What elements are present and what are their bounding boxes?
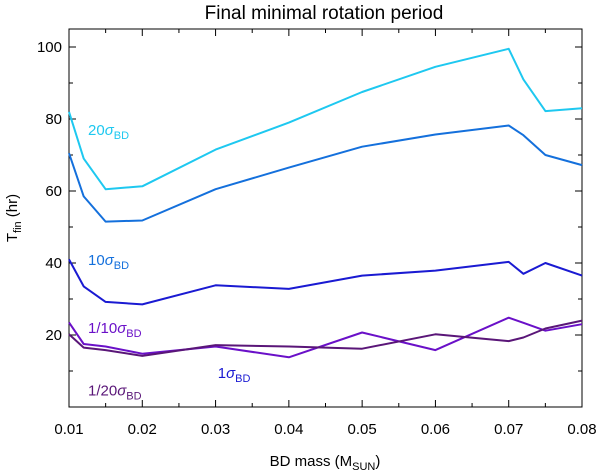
x-tick-label: 0.02 [128, 421, 157, 438]
x-tick-label: 0.05 [348, 421, 377, 438]
series-label-3: 1/10σBD [88, 320, 142, 340]
series-label-sigma: σ [117, 320, 127, 337]
series-label-sigma: σ [117, 382, 127, 399]
series-label-sub: BD [235, 373, 250, 385]
series-label-sigma: σ [105, 122, 115, 139]
x-axis-label-end: ) [375, 453, 380, 470]
y-axis-label-main: T [4, 233, 21, 242]
chart-title: Final minimal rotation period [205, 3, 444, 24]
x-tick-label: 0.08 [567, 421, 596, 438]
x-axis-label: BD mass (MSUN) [270, 453, 381, 472]
y-axis: 20 40 60 80 100 [37, 39, 582, 372]
y-tick-label: 40 [45, 255, 62, 272]
series-label-sigma: σ [226, 365, 236, 382]
y-axis-label-end: (hr) [4, 194, 21, 222]
series-label-sub: BD [126, 390, 141, 402]
y-tick-label: 80 [45, 111, 62, 128]
series-label-2: 1σBD [218, 365, 251, 385]
series-label-sub: BD [114, 130, 129, 142]
y-tick-label: 100 [37, 39, 62, 56]
x-axis: 0.01 0.02 0.03 0.04 0.05 0.06 0.07 0.08 [54, 29, 597, 438]
series-label-main: 1 [218, 365, 226, 382]
series-label-main: 1/20 [88, 382, 117, 399]
series-line-3 [68, 316, 583, 359]
series-line-2 [68, 258, 583, 306]
y-tick-label: 20 [45, 327, 62, 344]
series-lines [68, 47, 583, 359]
series-label-sub: BD [114, 260, 129, 272]
x-tick-label: 0.01 [54, 421, 83, 438]
series-label-0: 20σBD [88, 122, 129, 142]
x-axis-label-main: BD mass (M [270, 453, 353, 470]
series-line-1 [68, 124, 583, 223]
series-label-sub: BD [126, 328, 141, 340]
series-line-4 [68, 319, 583, 357]
series-label-main: 1/10 [88, 320, 117, 337]
y-axis-label-sub: fin [12, 221, 24, 233]
series-label-1: 10σBD [88, 252, 129, 272]
x-tick-label: 0.06 [421, 421, 450, 438]
series-label-sigma: σ [105, 252, 115, 269]
x-tick-label: 0.07 [494, 421, 523, 438]
series-line-0 [68, 47, 583, 191]
x-tick-label: 0.03 [201, 421, 230, 438]
series-label-main: 10 [88, 252, 105, 269]
x-tick-label: 0.04 [274, 421, 303, 438]
series-label-main: 20 [88, 122, 105, 139]
series-label-4: 1/20σBD [88, 382, 142, 402]
y-tick-label: 60 [45, 183, 62, 200]
x-axis-label-sub: SUN [352, 461, 375, 472]
y-axis-label: Tfin (hr) [4, 194, 24, 242]
